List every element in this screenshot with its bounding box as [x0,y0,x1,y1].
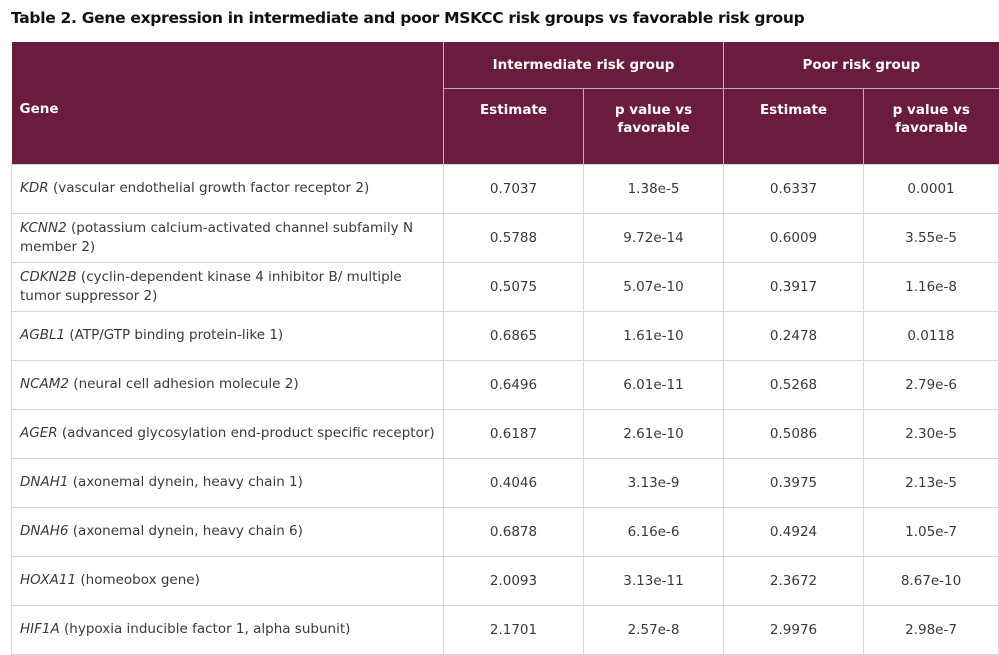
column-header: p value vs favorable [863,88,999,164]
table-row: KCNN2 (potassium calcium-activated chann… [11,212,999,263]
value-cell: 2.30e-5 [863,408,999,459]
value-cell: 0.4924 [723,506,865,557]
page: Table 2. Gene expression in intermediate… [11,9,999,655]
value-cell: 2.3672 [723,555,865,606]
value-cell: 0.6496 [443,359,584,410]
gene-description: (neural cell adhesion molecule 2) [73,376,299,392]
value-cell: 1.05e-7 [863,506,999,557]
value-cell: 1.61e-10 [582,310,725,361]
value-cell: 0.6878 [443,506,584,557]
gene-symbol: AGER [20,425,58,441]
value-cell: 2.0093 [443,555,584,606]
table-row: HOXA11 (homeobox gene) 2.0093 3.13e-11 2.36… [11,555,999,606]
value-cell: 0.5788 [443,212,584,263]
value-cell: 2.79e-6 [863,359,999,410]
gene-description: (advanced glycosylation end-product spec… [61,425,435,441]
table-title: Table 2. Gene expression in intermediate… [11,9,805,27]
value-cell: 1.16e-8 [863,261,999,312]
value-cell: 2.9976 [723,604,865,655]
value-cell: 3.13e-11 [582,555,725,606]
value-cell: 0.6187 [443,408,584,459]
table-row: NCAM2 (neural cell adhesion molecule 2) 0… [11,359,999,410]
value-cell: 0.5075 [443,261,584,312]
value-cell: 8.67e-10 [863,555,999,606]
table-row: DNAH6 (axonemal dynein, heavy chain 6) 0.… [11,506,999,557]
value-cell: 1.38e-5 [582,163,725,214]
value-cell: 0.0118 [863,310,999,361]
header-blank [11,42,444,88]
group-header: Intermediate risk group [442,42,724,89]
gene-description: (homeobox gene) [80,572,200,588]
gene-cell: HIF1A (hypoxia inducible factor 1, alpha… [11,604,444,655]
table-row: KDR (vascular endothelial growth factor … [11,163,999,214]
gene-cell: KDR (vascular endothelial growth factor … [11,163,444,214]
gene-description: (axonemal dynein, heavy chain 6) [72,523,303,539]
value-cell: 3.55e-5 [863,212,999,263]
gene-cell: CDKN2B (cyclin-dependent kinase 4 inhibi… [11,261,444,312]
column-header: p value vs favorable [582,88,724,164]
column-header: Estimate [443,88,584,164]
value-cell: 0.6865 [443,310,584,361]
value-cell: 2.1701 [443,604,584,655]
table-body: KDR (vascular endothelial growth factor … [11,163,999,655]
gene-symbol: DNAH1 [20,474,69,490]
value-cell: 0.6337 [723,163,865,214]
value-cell: 0.5268 [723,359,865,410]
gene-cell: NCAM2 (neural cell adhesion molecule 2) [11,359,444,410]
table-row: HIF1A (hypoxia inducible factor 1, alpha… [11,604,999,655]
gene-symbol: CDKN2B [20,268,77,285]
value-cell: 9.72e-14 [582,212,725,263]
value-cell: 2.13e-5 [863,457,999,508]
gene-table: Intermediate risk group Poor risk group … [11,42,999,655]
gene-cell: AGER (advanced glycosylation end-product… [11,408,444,459]
table-row: AGER (advanced glycosylation end-product… [11,408,999,459]
value-cell: 0.7037 [443,163,584,214]
value-cell: 0.2478 [723,310,865,361]
gene-description: (potassium calcium-activated channel sub… [20,219,414,255]
value-cell: 0.5086 [723,408,865,459]
gene-cell: DNAH6 (axonemal dynein, heavy chain 6) [11,506,444,557]
value-cell: 0.4046 [443,457,584,508]
gene-symbol: DNAH6 [20,523,69,539]
gene-symbol: HIF1A [20,621,60,637]
value-cell: 2.57e-8 [582,604,725,655]
value-cell: 6.16e-6 [582,506,725,557]
value-cell: 3.13e-9 [582,457,725,508]
gene-description: (ATP/GTP binding protein-like 1) [69,327,284,343]
gene-cell: AGBL1 (ATP/GTP binding protein-like 1) [11,310,444,361]
gene-symbol: KDR [20,180,49,196]
gene-cell: HOXA11 (homeobox gene) [11,555,444,606]
table-row: AGBL1 (ATP/GTP binding protein-like 1) 0.… [11,310,999,361]
gene-symbol: KCNN2 [20,219,67,236]
gene-description: (hypoxia inducible factor 1, alpha subun… [64,621,351,637]
table-row: DNAH1 (axonemal dynein, heavy chain 1) 0.… [11,457,999,508]
gene-description: (cyclin-dependent kinase 4 inhibitor B/ … [20,268,402,304]
gene-symbol: AGBL1 [20,327,66,343]
gene-symbol: HOXA11 [20,572,77,588]
value-cell: 0.3917 [723,261,865,312]
gene-cell: DNAH1 (axonemal dynein, heavy chain 1) [11,457,444,508]
value-cell: 0.3975 [723,457,865,508]
gene-description: (axonemal dynein, heavy chain 1) [72,474,303,490]
value-cell: 2.98e-7 [863,604,999,655]
table-row: CDKN2B (cyclin-dependent kinase 4 inhibi… [11,261,999,312]
value-cell: 6.01e-11 [582,359,725,410]
gene-cell: KCNN2 (potassium calcium-activated chann… [11,212,444,263]
column-header: Gene [11,88,444,164]
column-header: Estimate [723,88,864,164]
gene-description: (vascular endothelial growth factor rece… [52,180,370,196]
gene-symbol: NCAM2 [20,376,69,392]
value-cell: 5.07e-10 [582,261,725,312]
value-cell: 0.6009 [723,212,865,263]
value-cell: 2.61e-10 [582,408,725,459]
group-header: Poor risk group [723,42,999,89]
value-cell: 0.0001 [863,163,999,214]
